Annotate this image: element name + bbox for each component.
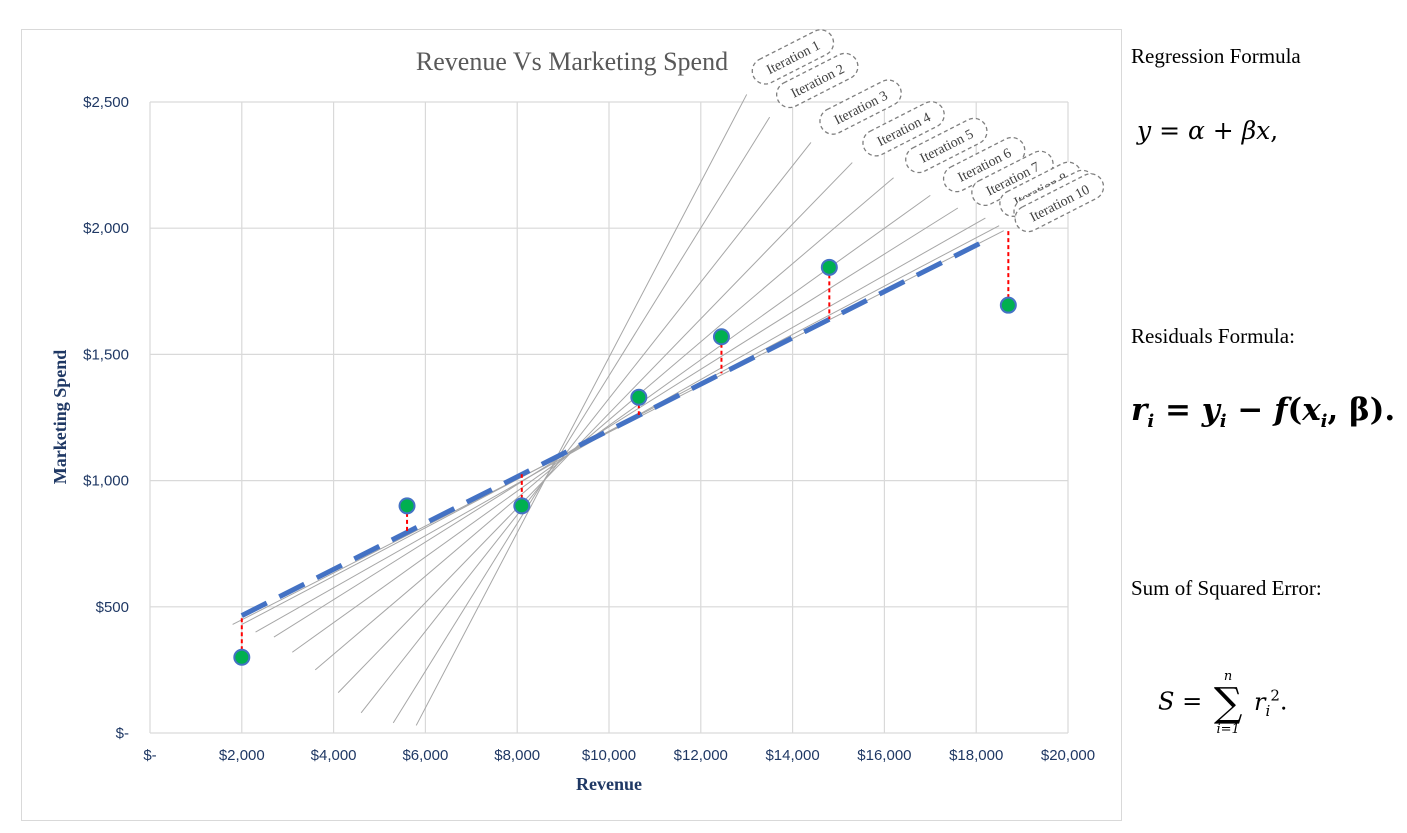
x-tick-label: $6,000 bbox=[402, 747, 448, 764]
x-tick-label: $12,000 bbox=[674, 747, 728, 764]
callout-bubble bbox=[751, 29, 835, 85]
regression-formula: y = α + βx, bbox=[1137, 116, 1279, 145]
fitted-regression-line bbox=[240, 236, 992, 618]
sse-formula-label: Sum of Squared Error: bbox=[1131, 576, 1322, 600]
callout-bubble bbox=[819, 79, 902, 135]
x-axis-title: Revenue bbox=[576, 774, 642, 794]
callout-bubble bbox=[905, 117, 988, 174]
grid bbox=[149, 101, 1069, 734]
x-tick-label: $4,000 bbox=[311, 747, 357, 764]
data-point bbox=[630, 388, 648, 406]
data-point bbox=[513, 497, 531, 515]
y-tick-label: $1,500 bbox=[83, 346, 129, 363]
summation-symbol: n ∑ i=1 bbox=[1213, 669, 1243, 737]
iteration-line-7 bbox=[273, 207, 959, 638]
x-tick-label: $20,000 bbox=[1041, 747, 1095, 764]
x-tick-label: $- bbox=[143, 747, 156, 764]
iteration-lines bbox=[232, 94, 1004, 726]
y-tick-label: $1,000 bbox=[83, 473, 129, 490]
data-point bbox=[233, 648, 251, 666]
data-points bbox=[233, 258, 1017, 666]
data-point bbox=[999, 296, 1017, 314]
fitted-line-layer bbox=[240, 236, 992, 618]
iteration-callout-2: Iteration 2 bbox=[775, 52, 859, 109]
regression-formula-label: Regression Formula bbox=[1131, 44, 1301, 68]
residuals-formula: ri = yi − f(xi, β). bbox=[1131, 392, 1396, 433]
data-point bbox=[820, 258, 838, 276]
chart-frame bbox=[21, 29, 1122, 821]
iteration-line-4 bbox=[337, 162, 853, 693]
y-tick-label: $2,000 bbox=[83, 220, 129, 237]
callout-bubble bbox=[1014, 173, 1105, 233]
callout-bubble bbox=[775, 52, 859, 109]
y-tick-label: $500 bbox=[96, 599, 129, 616]
data-point bbox=[398, 497, 416, 515]
iteration-line-1 bbox=[415, 94, 748, 726]
data-point bbox=[712, 328, 730, 346]
x-tick-label: $2,000 bbox=[219, 747, 265, 764]
tick-labels: $- $2,000 $4,000 $6,000 $8,000 $10,000 $12,000… bbox=[83, 94, 1095, 764]
x-tick-label: $14,000 bbox=[765, 747, 819, 764]
iteration-line-5 bbox=[314, 177, 894, 671]
residuals-formula-label: Residuals Formula: bbox=[1131, 324, 1295, 348]
iteration-line-2 bbox=[392, 116, 771, 724]
y-tick-label: $- bbox=[116, 725, 129, 742]
x-tick-label: $18,000 bbox=[949, 747, 1003, 764]
x-tick-label: $16,000 bbox=[857, 747, 911, 764]
chart-title: Revenue Vs Marketing Spend bbox=[416, 47, 728, 76]
residual-lines bbox=[240, 230, 1010, 658]
x-tick-label: $8,000 bbox=[494, 747, 540, 764]
x-tick-label: $10,000 bbox=[582, 747, 636, 764]
sse-formula: S = n ∑ i=1 ri2. bbox=[1158, 669, 1288, 737]
y-axis-title: Marketing Spend bbox=[50, 350, 70, 485]
callout-bubble bbox=[862, 101, 945, 157]
iteration-line-3 bbox=[360, 142, 812, 714]
y-tick-label: $2,500 bbox=[83, 94, 129, 111]
